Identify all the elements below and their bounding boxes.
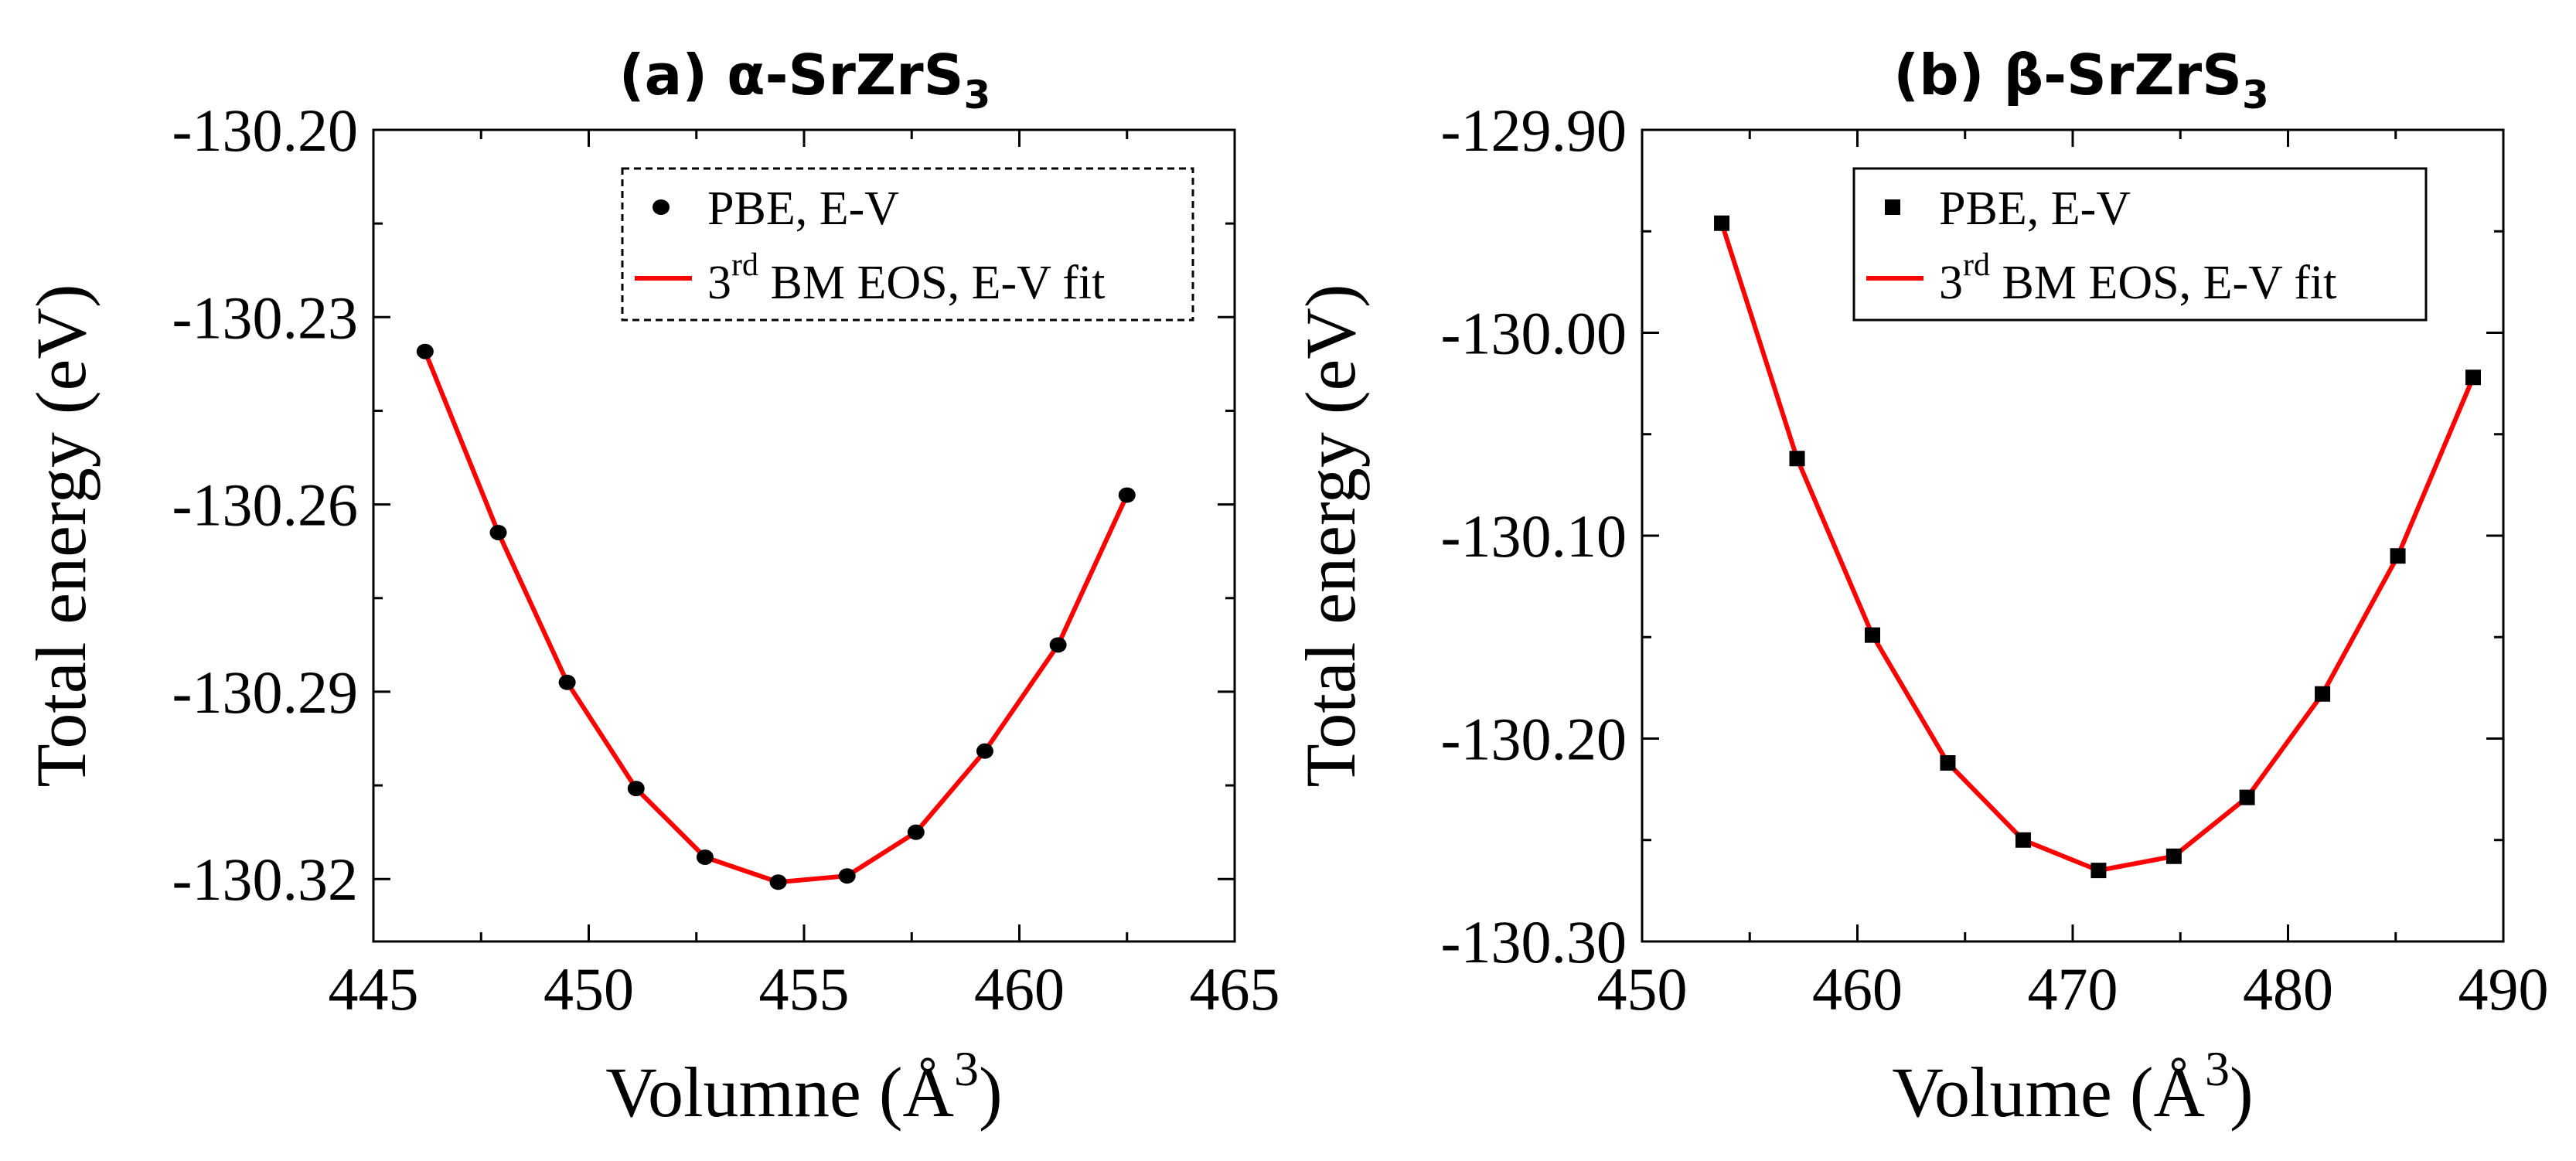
legend-label-fit: 3rd BM EOS, E-V fit <box>707 247 1105 309</box>
x-axis-label: Volumne (Å3) <box>605 1041 1002 1132</box>
data-point <box>489 524 507 540</box>
data-point <box>907 824 925 840</box>
legend-marker <box>1885 199 1900 215</box>
x-axis-label-superscript: 3 <box>2205 1041 2230 1096</box>
chart-title-main: (a) α-SrZrS <box>619 43 964 107</box>
y-tick-label: -130.20 <box>172 97 358 164</box>
legend-label-pbe: PBE, E-V <box>707 182 899 235</box>
x-tick-label: 460 <box>1812 955 1903 1023</box>
chart-title-subscript: 3 <box>2242 73 2269 117</box>
chart-title: (a) α-SrZrS3 <box>619 43 991 117</box>
x-axis-label-main: Volume (Å <box>1892 1053 2205 1132</box>
legend-label-fit-number: 3 <box>1939 257 1963 309</box>
legend-label-fit: 3rd BM EOS, E-V fit <box>1939 247 2336 309</box>
y-tick-label: -130.00 <box>1441 300 1627 367</box>
data-point <box>2165 848 2182 864</box>
chart-title-main: (b) β-SrZrS <box>1893 43 2242 107</box>
legend-box <box>621 167 1194 322</box>
fit-line <box>423 350 1130 885</box>
y-tick-label: -129.90 <box>1441 97 1627 164</box>
legend-box <box>1852 167 2428 322</box>
x-tick-label: 470 <box>2028 955 2118 1023</box>
x-axis-label-close: ) <box>2230 1053 2254 1132</box>
legend-label-pbe: PBE, E-V <box>1939 182 2131 235</box>
legend-label-fit-superscript: rd <box>1963 247 1990 283</box>
x-tick-label: 480 <box>2243 955 2333 1023</box>
legend-label-fit-number: 3 <box>707 257 731 309</box>
y-tick-label: -130.23 <box>172 284 358 351</box>
data-point <box>2465 369 2482 386</box>
data-point <box>769 874 787 890</box>
data-point <box>1714 215 1730 231</box>
x-tick-label: 445 <box>329 955 419 1023</box>
x-tick-label: 450 <box>1597 955 1688 1023</box>
data-point <box>2239 789 2255 805</box>
y-axis-label: Total energy (eV) <box>1291 284 1370 788</box>
data-point <box>627 781 645 797</box>
x-tick-label: 455 <box>759 955 850 1023</box>
x-axis-label-close: ) <box>979 1053 1003 1132</box>
legend-label-fit-text: BM EOS, E-V fit <box>758 257 1105 309</box>
y-tick-label: -130.32 <box>172 846 358 913</box>
data-point <box>1118 487 1136 503</box>
y-tick-label: -130.29 <box>172 659 358 726</box>
data-point <box>838 868 856 884</box>
x-tick-label: 490 <box>2458 955 2549 1023</box>
data-point <box>2390 548 2406 564</box>
y-axis-label: Total energy (eV) <box>22 284 101 788</box>
x-axis-label-main: Volumne (Å <box>605 1053 954 1132</box>
legend-marker <box>653 199 670 215</box>
y-tick-label: -130.20 <box>1441 706 1627 773</box>
y-tick-label: -130.30 <box>1441 908 1627 975</box>
data-point <box>1864 627 1880 643</box>
x-tick-label: 460 <box>974 955 1065 1023</box>
y-tick-label: -130.26 <box>172 472 358 539</box>
data-point <box>1049 637 1067 653</box>
chart-title-subscript: 3 <box>963 73 990 117</box>
data-point <box>2315 686 2331 702</box>
x-tick-label: 450 <box>543 955 634 1023</box>
data-point <box>416 343 434 359</box>
x-axis-label-superscript: 3 <box>954 1041 979 1096</box>
data-point <box>696 849 714 865</box>
y-tick-label: -130.10 <box>1441 502 1627 570</box>
data-point <box>2015 832 2031 848</box>
data-point <box>976 743 993 759</box>
x-axis-label: Volume (Å3) <box>1892 1041 2253 1132</box>
legend-label-fit-superscript: rd <box>731 247 758 283</box>
legend-label-fit-text: BM EOS, E-V fit <box>1990 257 2336 309</box>
chart-title: (b) β-SrZrS3 <box>1893 43 2269 117</box>
data-point <box>558 674 576 690</box>
data-point <box>1940 755 1956 771</box>
x-tick-label: 465 <box>1190 955 1280 1023</box>
data-point <box>1789 451 1805 467</box>
data-point <box>2090 863 2107 879</box>
